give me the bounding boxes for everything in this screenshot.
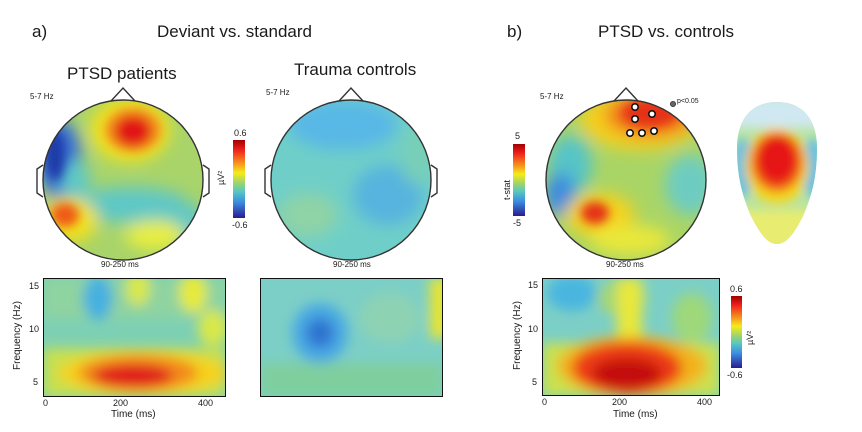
topomap-ptsd-patients	[36, 86, 210, 261]
panel-a-letter: a)	[32, 22, 48, 41]
colorbar-b	[513, 144, 525, 216]
significance-legend: p<0.05	[677, 98, 699, 105]
tf-contrast-xtick-400: 400	[697, 397, 713, 407]
tf-plot-ptsd	[43, 278, 226, 397]
panel-b-title: PTSD vs. controls	[598, 22, 735, 41]
colorbar-a-max: 0.6	[234, 128, 247, 138]
colorbar-a-min: -0.6	[232, 220, 248, 230]
tf-contrast-ytick-5: 5	[532, 377, 538, 387]
tf-contrast-xtick-200: 200	[612, 397, 628, 407]
colorbar-a	[233, 140, 245, 218]
head-3d-render	[737, 102, 817, 244]
band-label-ptsd: 5-7 Hz	[30, 92, 54, 101]
significant-electrodes	[626, 102, 659, 137]
topomap-trauma-controls	[264, 86, 438, 261]
tf-ptsd-xtick-400: 400	[198, 398, 214, 408]
tf-contrast-xlabel: Time (ms)	[613, 409, 658, 420]
tf-contrast-ylabel: Frequency (Hz)	[512, 301, 523, 370]
ptsd-patients-title: PTSD patients	[67, 64, 177, 83]
time-window-contrast: 90-250 ms	[606, 260, 644, 269]
colorbar-b-max: 5	[515, 131, 521, 141]
colorbar-tf-min: -0.6	[727, 370, 743, 380]
tf-ptsd-xtick-0: 0	[43, 398, 49, 408]
colorbar-b-unit: t-stat	[502, 179, 512, 200]
time-window-controls: 90-250 ms	[333, 260, 371, 269]
tf-ptsd-xtick-200: 200	[113, 398, 129, 408]
colorbar-tf-max: 0.6	[730, 284, 743, 294]
panel-a-title: Deviant vs. standard	[157, 22, 312, 41]
topomap-contrast	[545, 86, 707, 261]
tf-ptsd-ytick-15: 15	[29, 281, 40, 291]
band-label-contrast: 5-7 Hz	[540, 92, 564, 101]
tf-ptsd-ylabel: Frequency (Hz)	[12, 301, 23, 370]
time-window-ptsd: 90-250 ms	[101, 260, 139, 269]
panel-b-letter: b)	[507, 22, 523, 41]
tf-plot-contrast	[542, 278, 720, 396]
tf-ptsd-ytick-5: 5	[33, 377, 39, 387]
colorbar-tf-unit: µV²	[745, 330, 755, 345]
tf-ptsd-xlabel: Time (ms)	[111, 409, 156, 420]
colorbar-tf	[731, 296, 742, 368]
tf-contrast-ytick-15: 15	[528, 280, 539, 290]
colorbar-a-unit: µV²	[216, 170, 226, 185]
band-label-controls: 5-7 Hz	[266, 88, 290, 97]
colorbar-b-min: -5	[513, 218, 522, 228]
tf-ptsd-ytick-10: 10	[29, 324, 40, 334]
tf-contrast-xtick-0: 0	[542, 397, 548, 407]
tf-plot-controls	[260, 278, 443, 397]
trauma-controls-title: Trauma controls	[294, 60, 417, 79]
tf-contrast-ytick-10: 10	[528, 324, 539, 334]
